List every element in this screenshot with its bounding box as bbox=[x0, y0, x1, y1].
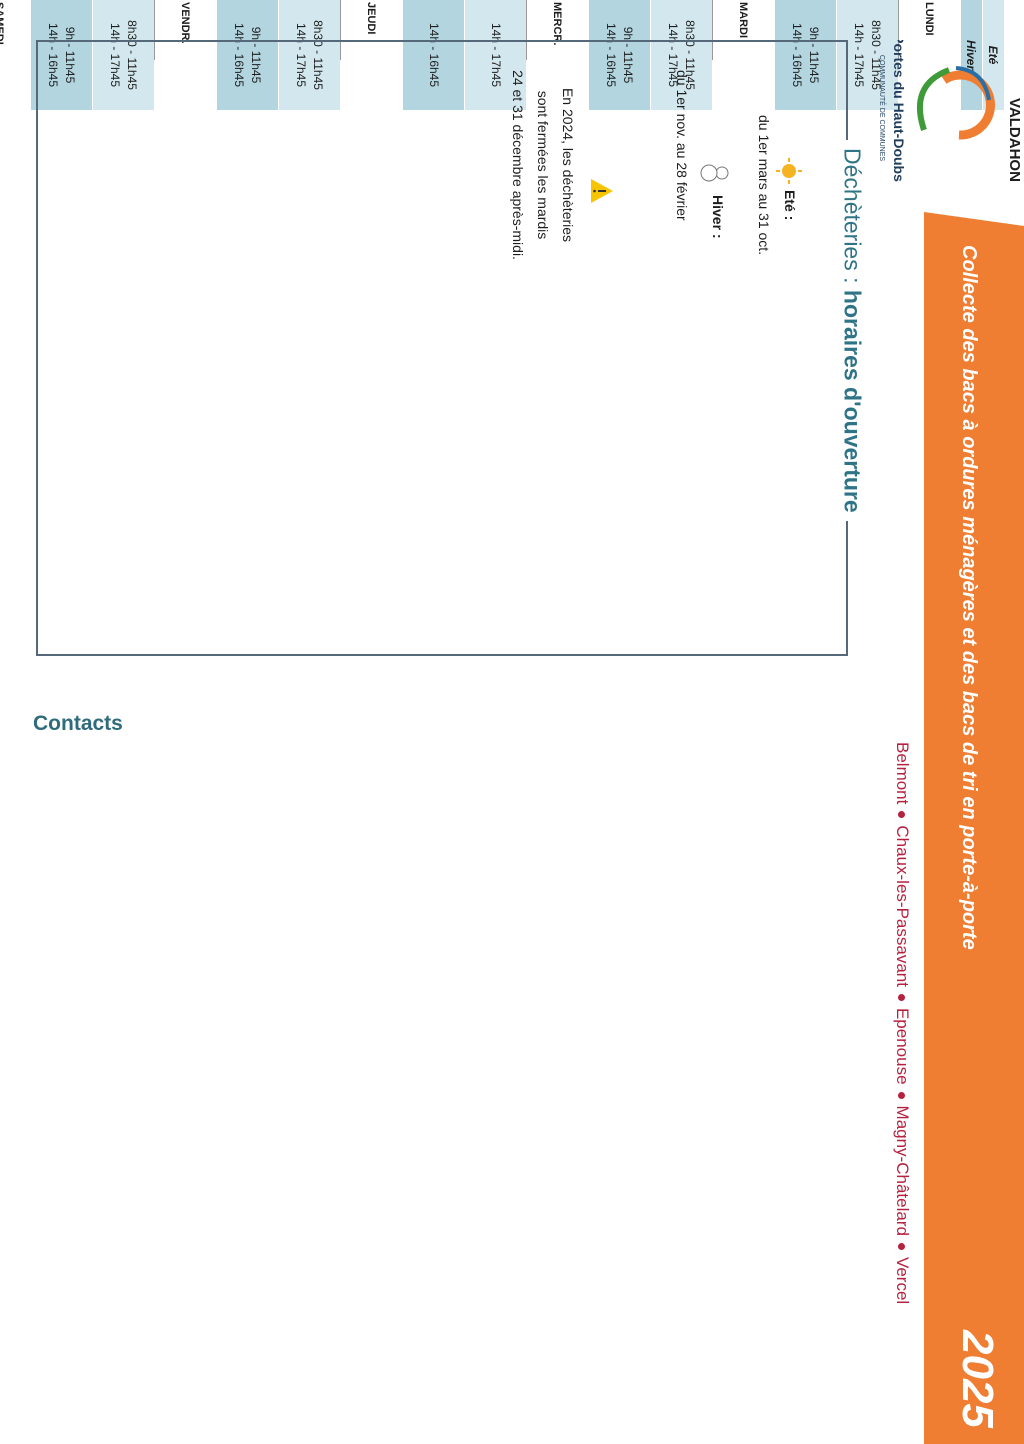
hours-line: 14h - 17h45 bbox=[852, 22, 867, 88]
contacts-title: Contacts bbox=[33, 712, 123, 735]
commune: Epenouse bbox=[893, 1007, 912, 1085]
commune: Magny-Châtelard bbox=[893, 1105, 912, 1236]
commune: Vercel bbox=[893, 1256, 912, 1305]
title-bold: horaires d'ouverture bbox=[839, 289, 866, 513]
winter-dates: du 1er nov. au 28 février bbox=[674, 70, 690, 221]
bullet bbox=[897, 1242, 905, 1250]
commune: Belmont bbox=[893, 742, 912, 805]
warning-icon bbox=[591, 179, 613, 203]
summer-label: Eté : bbox=[782, 190, 798, 221]
sun-icon bbox=[776, 158, 802, 184]
warning-line: sont fermées les mardis bbox=[535, 90, 551, 240]
bullet bbox=[897, 993, 905, 1001]
banner-title: Collecte des bacs à ordures ménagères et… bbox=[958, 245, 980, 950]
logo-subtitle: COMMUNAUTÉ DE COMMUNES bbox=[878, 55, 887, 161]
communes: Belmont Chaux-les-Passavant Epenouse Magny-… bbox=[892, 742, 912, 1304]
day-label: SAMEDI bbox=[0, 0, 30, 60]
year: 2025 bbox=[953, 1330, 1002, 1428]
decheteries-title: Déchèteries : horaires d'ouverture bbox=[838, 140, 866, 521]
bullet bbox=[897, 811, 905, 819]
winter-label: Hiver : bbox=[710, 195, 726, 239]
logo: Portes du Haut-Doubs COMMUNAUTÉ DE COMMU… bbox=[878, 40, 995, 182]
logo-name: Portes du Haut-Doubs bbox=[891, 40, 907, 182]
logo-arc bbox=[916, 67, 951, 131]
warning-text: En 2024, les déchèteries sont fermées les… bbox=[505, 30, 580, 300]
bullet bbox=[897, 1091, 905, 1099]
decheteries-box bbox=[36, 40, 848, 656]
logo-arc bbox=[955, 66, 991, 101]
commune: Chaux-les-Passavant bbox=[893, 825, 912, 987]
summer-dates: du 1er mars au 31 oct. bbox=[756, 115, 772, 256]
warning-line: En 2024, les déchèteries bbox=[560, 87, 576, 243]
title-plain: Déchèteries : bbox=[839, 148, 866, 284]
snow-icon bbox=[700, 164, 729, 182]
warning-line: 24 et 31 décembre après-midi. bbox=[510, 70, 526, 260]
